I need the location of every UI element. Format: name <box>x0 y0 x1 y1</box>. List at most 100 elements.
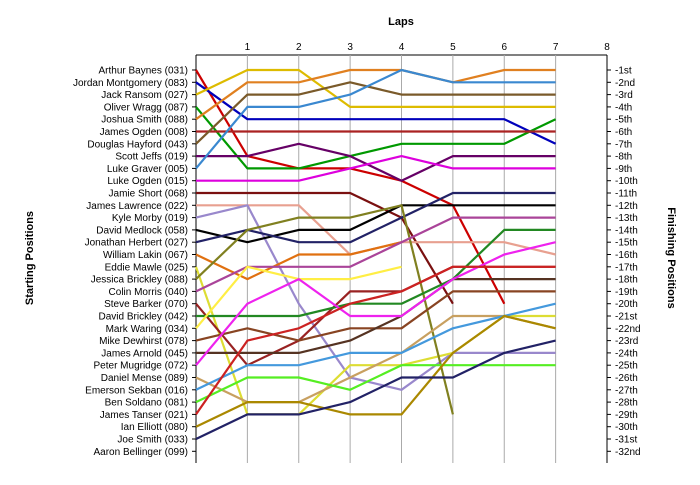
y-axis-left-title: Starting Positions <box>24 211 36 305</box>
finish-label-11: -11th <box>615 189 637 200</box>
finish-label-28: -28th <box>615 398 638 409</box>
finish-label-3: -3rd <box>615 90 633 101</box>
series-line-2 <box>195 81 557 145</box>
driver-label-21: David Brickley (042) <box>99 312 188 323</box>
driver-label-19: Colin Morris (040) <box>109 287 188 298</box>
driver-label-15: Jonathan Herbert (027) <box>85 238 188 249</box>
driver-label-12: James Lawrence (022) <box>86 201 188 212</box>
finish-label-8: -8th <box>615 152 632 163</box>
finish-label-16: -16th <box>615 250 638 261</box>
series-line-13 <box>195 204 556 391</box>
driver-label-7: Douglas Hayford (043) <box>87 139 188 150</box>
series-line-19 <box>195 216 556 293</box>
driver-label-23: Mike Dewhirst (078) <box>99 336 188 347</box>
x-axis-title: Laps <box>388 16 414 28</box>
finish-label-26: -26th <box>615 373 638 384</box>
finish-label-25: -25th <box>615 361 638 372</box>
finish-label-15: -15th <box>615 238 638 249</box>
driver-label-28: Ben Soldano (081) <box>105 398 188 409</box>
finish-label-6: -6th <box>615 127 632 138</box>
series-line-31 <box>195 339 556 440</box>
driver-label-31: Joe Smith (033) <box>117 435 188 446</box>
finish-label-7: -7th <box>615 139 632 150</box>
driver-label-22: Mark Waring (034) <box>106 324 188 335</box>
driver-label-8: Scott Jeffs (019) <box>115 152 188 163</box>
finish-label-9: -9th <box>615 164 632 175</box>
driver-label-32: Aaron Bellinger (099) <box>94 447 189 458</box>
lap-tick-7: 7 <box>553 42 559 53</box>
lap-tick-5: 5 <box>450 42 456 53</box>
driver-label-30: Ian Elliott (080) <box>121 422 188 433</box>
finish-label-18: -18th <box>615 275 638 286</box>
finish-label-24: -24th <box>615 348 638 359</box>
finish-label-4: -4th <box>615 102 632 113</box>
driver-label-10: Luke Ogden (015) <box>107 176 188 187</box>
lap-ticks: 1 2 3 4 5 6 7 8 <box>245 42 611 53</box>
driver-label-18: Jessica Brickley (088) <box>91 275 188 286</box>
series-line-15 <box>195 191 556 244</box>
lap-tick-2: 2 <box>296 42 302 53</box>
series-line-25 <box>195 241 556 366</box>
finish-label-13: -13th <box>615 213 638 224</box>
series-line-27 <box>195 302 556 391</box>
driver-label-29: James Tanser (021) <box>100 410 188 421</box>
finish-label-19: -19th <box>615 287 638 298</box>
driver-label-13: Kyle Morby (019) <box>112 213 188 224</box>
finish-label-30: -30th <box>615 422 638 433</box>
finishing-labels: -1st-2nd-3rd-4th -5th-6th-7th -8th-9th-10t… <box>615 66 641 458</box>
series-line-29 <box>195 265 556 416</box>
series-lines <box>194 68 557 440</box>
finish-label-22: -22nd <box>615 324 641 335</box>
series-line-18 <box>195 204 454 415</box>
finish-label-32: -32nd <box>615 447 641 458</box>
series-line-7 <box>195 81 556 145</box>
driver-label-14: David Medlock (058) <box>96 225 188 236</box>
series-line-5 <box>195 68 556 121</box>
series-line-21 <box>196 228 556 318</box>
driver-label-16: William Lakin (067) <box>103 250 188 261</box>
series-line-10 <box>196 155 556 182</box>
series-line-24 <box>196 278 556 354</box>
finish-label-12: -12th <box>615 201 638 212</box>
driver-label-1: Arthur Baynes (031) <box>99 66 189 77</box>
series-line-11 <box>196 191 454 305</box>
finish-label-20: -20th <box>615 299 638 310</box>
finish-label-31: -31st <box>615 435 637 446</box>
y-axis-right-title: Finishing Positions <box>665 207 677 308</box>
finish-label-23: -23rd <box>615 336 638 347</box>
driver-labels: Arthur Baynes (031)Jordan Montgomery (08… <box>73 66 188 458</box>
series-line-30 <box>195 314 556 428</box>
driver-label-9: Luke Graver (005) <box>107 164 188 175</box>
driver-label-27: Emerson Sekban (016) <box>85 385 188 396</box>
driver-label-2: Jordan Montgomery (083) <box>73 78 188 89</box>
driver-label-3: Jack Ransom (027) <box>101 90 188 101</box>
finish-label-1: -1st <box>615 66 632 77</box>
lap-tick-8: 8 <box>604 42 610 53</box>
driver-label-11: Jamie Short (068) <box>109 189 188 200</box>
lap-tick-6: 6 <box>501 42 507 53</box>
series-line-3 <box>195 68 556 109</box>
grid-lines <box>192 54 611 463</box>
finish-label-21: -21st <box>615 312 637 323</box>
series-line-4 <box>195 106 557 170</box>
finish-label-5: -5th <box>615 115 632 126</box>
finish-label-2: -2nd <box>615 78 635 89</box>
series-line-8 <box>196 142 556 182</box>
lap-tick-4: 4 <box>399 42 405 53</box>
finish-label-27: -27th <box>615 385 638 396</box>
series-line-28 <box>195 364 556 404</box>
driver-label-5: Joshua Smith (088) <box>101 115 188 126</box>
finish-label-14: -14th <box>615 225 638 236</box>
driver-label-6: James Ogden (008) <box>100 127 188 138</box>
driver-label-26: Daniel Mense (089) <box>101 373 188 384</box>
lap-tick-3: 3 <box>347 42 353 53</box>
driver-label-17: Eddie Mawle (025) <box>105 262 188 273</box>
finish-label-17: -17th <box>615 262 638 273</box>
driver-label-20: Steve Barker (070) <box>104 299 188 310</box>
series-line-14 <box>195 204 556 244</box>
finish-label-29: -29th <box>615 410 638 421</box>
driver-label-24: James Arnold (045) <box>101 348 188 359</box>
driver-label-4: Oliver Wragg (087) <box>104 102 188 113</box>
series-line-9 <box>195 68 556 170</box>
